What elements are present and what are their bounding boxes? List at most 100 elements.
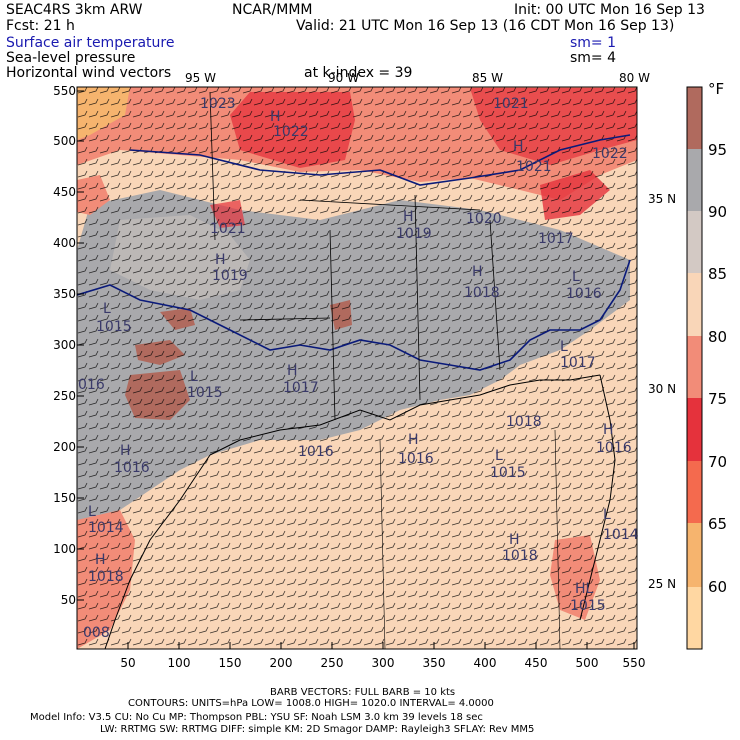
x-tick-label: 350 bbox=[422, 656, 446, 670]
texas-coastline bbox=[104, 454, 211, 649]
pressure-label: 008 bbox=[83, 625, 110, 641]
init-time: Init: 00 UTC Mon 16 Sep 13 bbox=[514, 2, 705, 18]
colorbar-swatch-55 bbox=[687, 587, 702, 649]
pressure-label: L bbox=[560, 339, 568, 355]
valid-time: Valid: 21 UTC Mon 16 Sep 13 (16 CDT Mon … bbox=[296, 18, 675, 34]
pressure-label: 1019 bbox=[212, 268, 248, 284]
colorbar-label: 75 bbox=[708, 390, 728, 408]
pressure-label: HL bbox=[575, 581, 594, 597]
y-tick-label: 250 bbox=[53, 389, 76, 403]
y-tick-label: 100 bbox=[53, 542, 76, 556]
colorbar-label: 70 bbox=[708, 453, 728, 471]
footer-model-info: Model Info: V3.5 CU: No Cu MP: Thompson … bbox=[30, 712, 483, 723]
y-tick-label: 400 bbox=[53, 236, 76, 250]
lat-label: 30 N bbox=[648, 382, 677, 396]
pressure-label: 1022 bbox=[592, 146, 628, 162]
colorbar-frame bbox=[686, 86, 703, 650]
gulf-coastline bbox=[209, 374, 601, 456]
moisture-contour bbox=[77, 259, 631, 371]
pressure-label: 1018 bbox=[502, 548, 538, 564]
colorbar-swatch-75 bbox=[687, 336, 702, 398]
colorbar bbox=[686, 86, 703, 650]
lon-label: 85 W bbox=[472, 71, 503, 85]
footer-barb-info: BARB VECTORS: FULL BARB = 10 kts bbox=[270, 687, 456, 698]
colorbar-label: 80 bbox=[708, 328, 728, 346]
pressure-label: 016 bbox=[78, 377, 105, 393]
pressure-label: H bbox=[603, 422, 614, 438]
colorbar-swatch-95 bbox=[687, 87, 702, 149]
florida-coastline bbox=[579, 374, 616, 621]
pressure-label: H bbox=[509, 532, 520, 548]
x-tick-label: 500 bbox=[575, 656, 599, 670]
y-tick-label: 50 bbox=[60, 593, 76, 607]
pressure-label: 1022 bbox=[273, 124, 309, 140]
pressure-label: 1018 bbox=[506, 414, 542, 430]
y-tick-label: 300 bbox=[53, 338, 76, 352]
pressure-label: 1015 bbox=[570, 598, 606, 614]
colorbar-label: 90 bbox=[708, 203, 728, 221]
lon-label: 80 W bbox=[619, 71, 650, 85]
x-tick-label: 200 bbox=[269, 656, 293, 670]
pressure-label: 1015 bbox=[187, 385, 223, 401]
pressure-label: L bbox=[190, 369, 198, 385]
colorbar-swatch-85 bbox=[687, 211, 702, 273]
pressure-label: H bbox=[270, 109, 281, 125]
pressure-label: L bbox=[103, 301, 111, 317]
model-title: SEAC4RS 3km ARW bbox=[6, 2, 143, 18]
pressure-label: L bbox=[88, 504, 96, 520]
x-tick-label: 300 bbox=[371, 656, 395, 670]
pressure-label: H bbox=[287, 363, 298, 379]
pressure-label: H bbox=[215, 252, 226, 268]
pressure-label: 1016 bbox=[596, 440, 632, 456]
pressure-label: 1016 bbox=[398, 451, 434, 467]
x-tick-label: 250 bbox=[320, 656, 344, 670]
footer-contour-info: CONTOURS: UNITS=hPa LOW= 1008.0 HIGH= 10… bbox=[128, 698, 494, 709]
lat-label: 25 N bbox=[648, 577, 677, 591]
pressure-label: 1014 bbox=[603, 527, 639, 543]
field-temperature-smoothing: sm= 1 bbox=[570, 35, 617, 51]
pressure-label: H bbox=[513, 139, 524, 155]
colorbar-unit: °F bbox=[708, 80, 725, 98]
pressure-label: H bbox=[120, 443, 131, 459]
field-wind: Horizontal wind vectors bbox=[6, 65, 172, 81]
org-title: NCAR/MMM bbox=[232, 2, 313, 18]
colorbar-swatch-90 bbox=[687, 149, 702, 211]
pressure-label: 1021 bbox=[516, 159, 552, 175]
pressure-label: 1016 bbox=[566, 286, 602, 302]
pressure-label: H bbox=[472, 264, 483, 280]
x-tick-label: 100 bbox=[167, 656, 191, 670]
pressure-label: H bbox=[408, 432, 419, 448]
y-tick-label: 350 bbox=[53, 287, 76, 301]
pressure-label: 1017 bbox=[538, 231, 574, 247]
moisture-contour-north bbox=[129, 134, 631, 186]
colorbar-swatch-70 bbox=[687, 398, 702, 461]
pressure-label: 1018 bbox=[88, 569, 124, 585]
colorbar-label: 60 bbox=[708, 578, 728, 596]
pressure-label: 1017 bbox=[560, 355, 596, 371]
pressure-label: 1021 bbox=[210, 221, 246, 237]
lon-label: 90 W bbox=[328, 71, 359, 85]
pressure-label: 1019 bbox=[396, 226, 432, 242]
pressure-label: 1016 bbox=[114, 460, 150, 476]
colorbar-swatch-60 bbox=[687, 523, 702, 587]
colorbar-label: 95 bbox=[708, 141, 728, 159]
colorbar-label: 65 bbox=[708, 515, 728, 533]
pressure-label: 1021 bbox=[493, 96, 529, 112]
field-temperature: Surface air temperature bbox=[6, 35, 175, 51]
colorbar-label: 85 bbox=[708, 265, 728, 283]
colorbar-swatch-80 bbox=[687, 273, 702, 336]
forecast-hour: Fcst: 21 h bbox=[6, 18, 75, 34]
level-index: at k-index = 39 bbox=[304, 65, 413, 81]
x-tick-label: 450 bbox=[524, 656, 548, 670]
field-pressure: Sea-level pressure bbox=[6, 50, 136, 66]
lon-label: 95 W bbox=[185, 71, 216, 85]
y-tick-label: 550 bbox=[53, 84, 76, 98]
pressure-label: 1015 bbox=[490, 465, 526, 481]
y-tick-label: 150 bbox=[53, 491, 76, 505]
pressure-label: 1018 bbox=[464, 285, 500, 301]
pressure-label: L bbox=[495, 448, 503, 464]
pressure-label: H bbox=[403, 209, 414, 225]
pressure-label: 1015 bbox=[96, 319, 132, 335]
x-tick-label: 400 bbox=[473, 656, 497, 670]
